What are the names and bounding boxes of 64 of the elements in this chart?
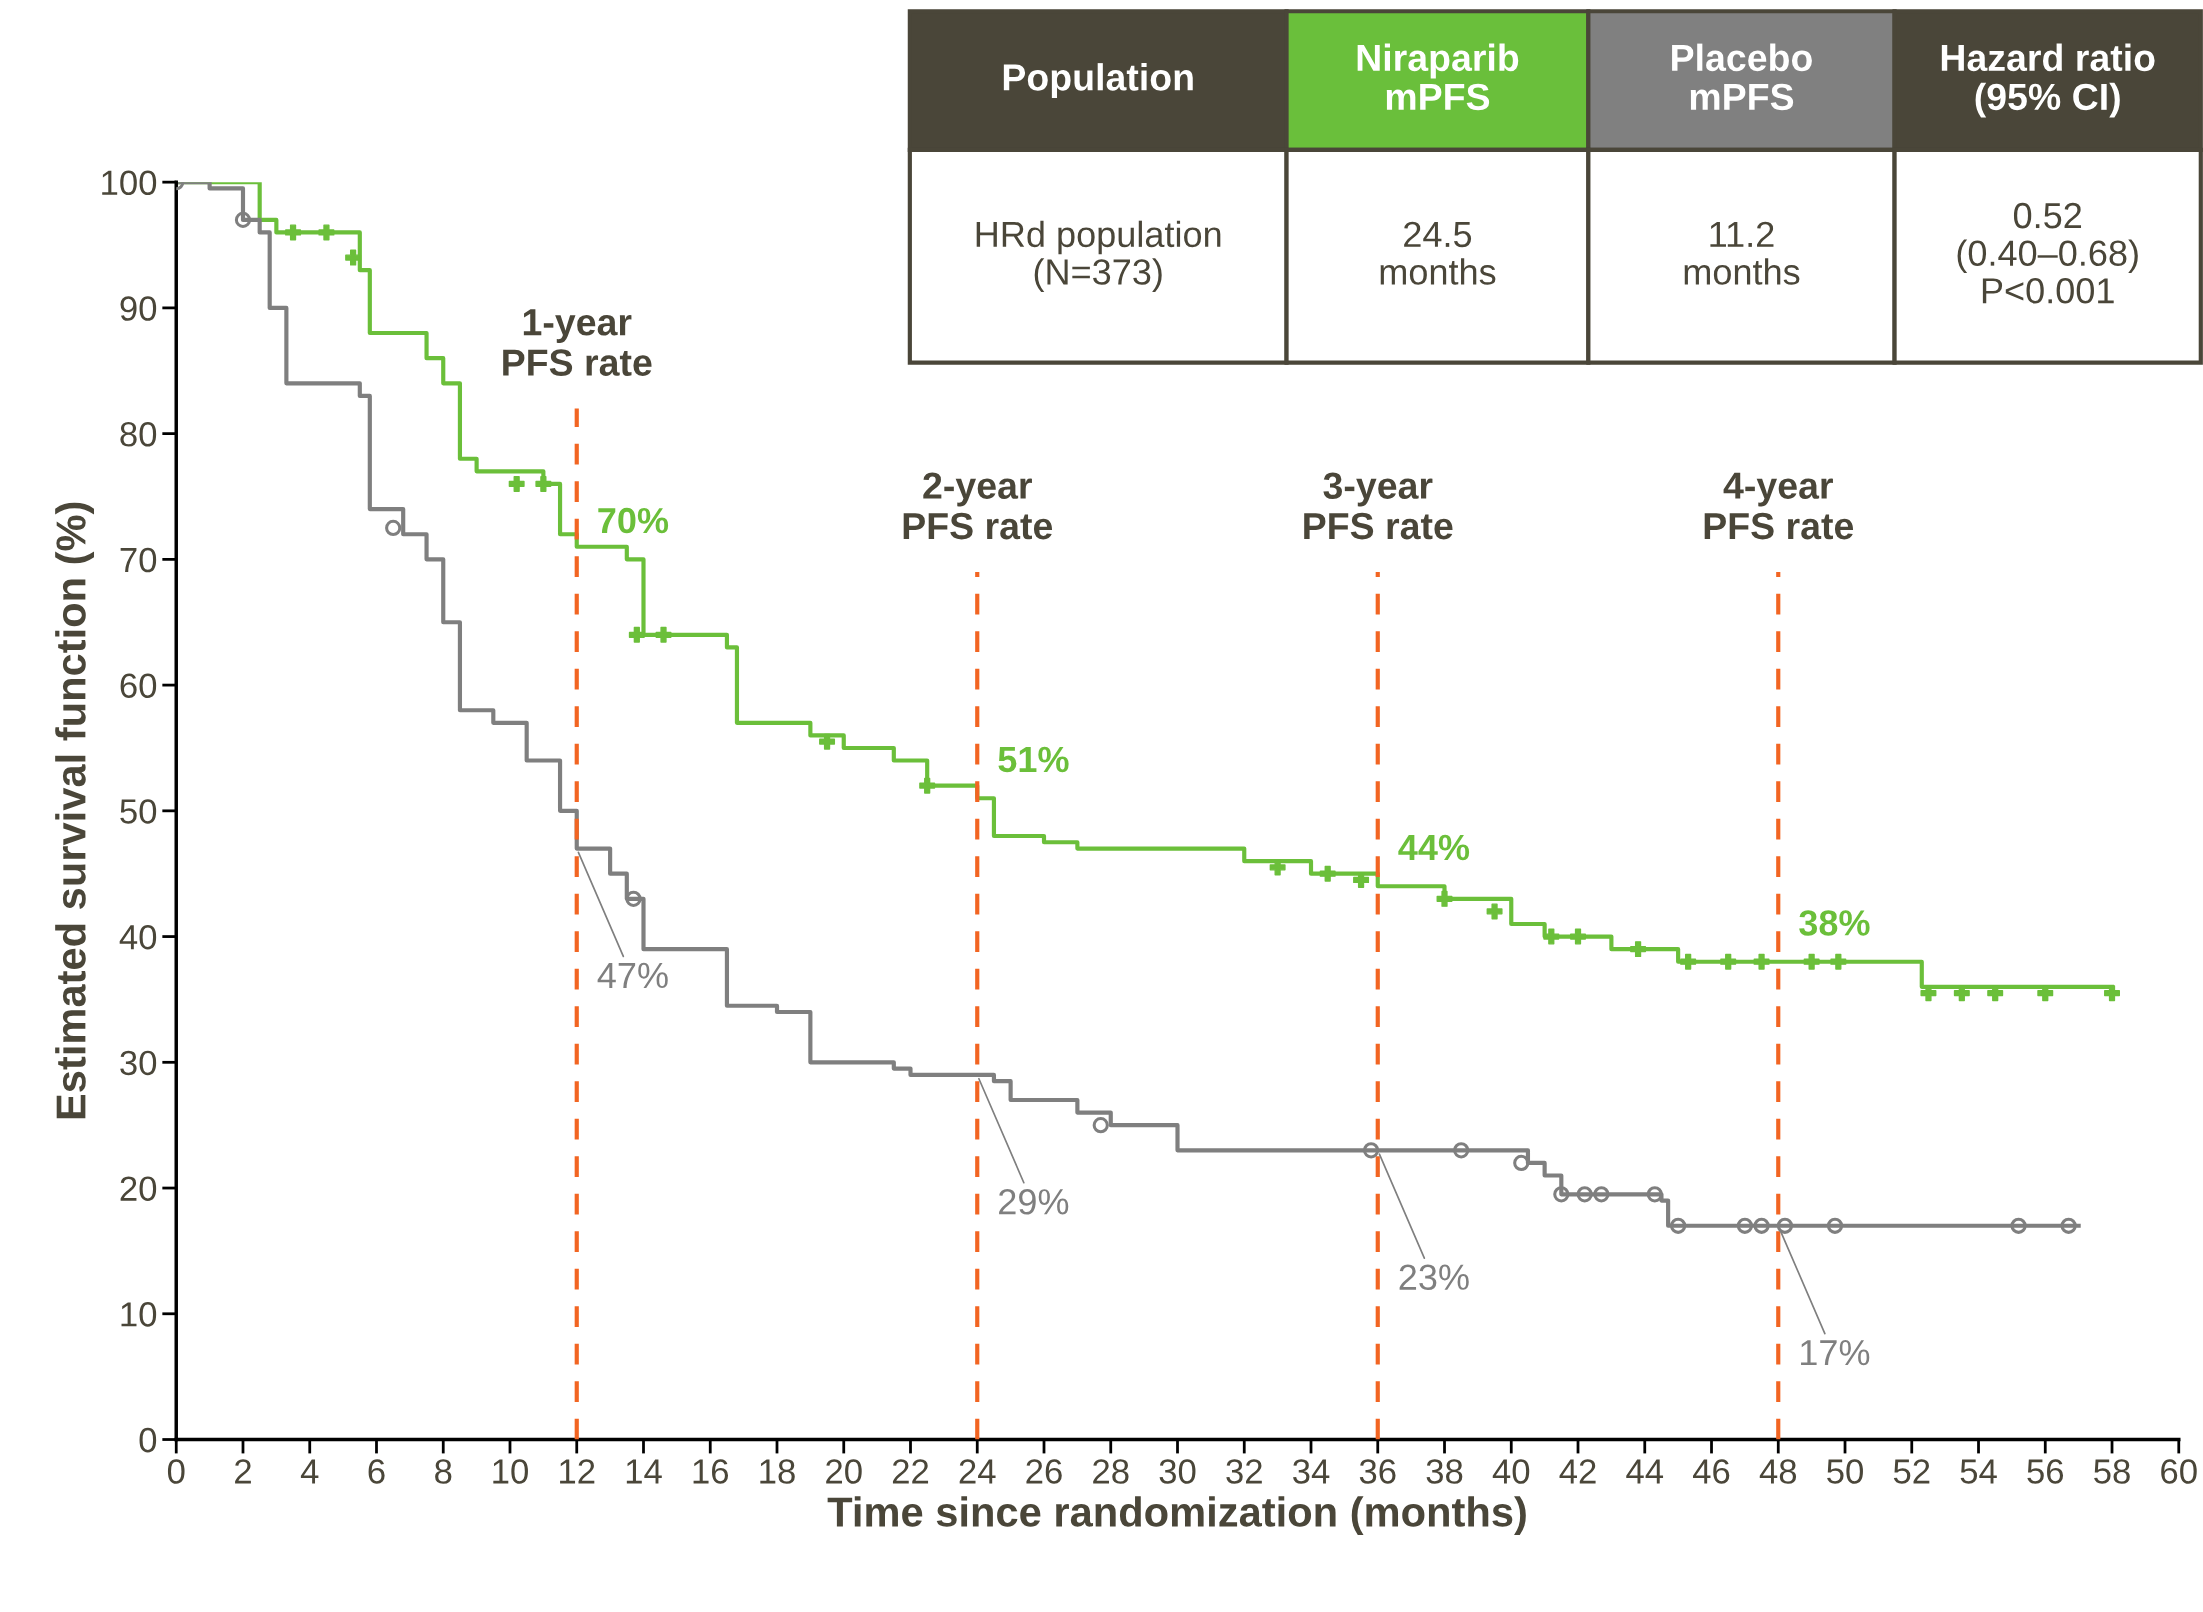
- x-tick-label: 10: [493, 1459, 528, 1484]
- ref-line-label: 1-year PFS rate: [503, 309, 652, 376]
- y-tick-label: 30: [120, 1050, 157, 1076]
- x-tick-label: 52: [1893, 1459, 1930, 1484]
- text: Placebo mPFS: [1672, 43, 1812, 111]
- annotation: 44%: [1398, 834, 1470, 861]
- x-tick-label: 6: [368, 1459, 385, 1484]
- x-tick-label: 54: [1960, 1459, 1997, 1484]
- annotation: 47%: [597, 962, 668, 989]
- text: Population: [1003, 63, 1193, 99]
- x-tick-label: 34: [1293, 1459, 1330, 1484]
- x-tick-label: 40: [1492, 1459, 1530, 1484]
- y-tick-label: 100: [102, 170, 157, 196]
- x-tick-label: 24: [959, 1459, 996, 1484]
- x-axis-title: Time since randomization (months): [827, 1496, 1526, 1536]
- annotation: 70%: [598, 507, 669, 534]
- text: Hazard ratio (95% CI): [1941, 43, 2155, 118]
- x-tick-label: 28: [1093, 1459, 1129, 1484]
- y-tick-label: 70: [120, 547, 157, 573]
- ref-line-label: 2-year PFS rate: [903, 472, 1053, 540]
- x-tick-label: 50: [1827, 1459, 1863, 1484]
- y-tick-label: 50: [120, 799, 157, 824]
- annotation: 29%: [999, 1189, 1069, 1215]
- y-axis-title: Estimated survival function (%): [55, 502, 95, 1119]
- x-tick-label: 46: [1693, 1459, 1730, 1484]
- y-tick-label: 40: [119, 924, 157, 950]
- ref-line-label: 3-year PFS rate: [1304, 472, 1453, 540]
- x-tick-label: 42: [1559, 1459, 1596, 1484]
- x-tick-label: 30: [1159, 1459, 1196, 1484]
- x-tick-label: 4: [300, 1459, 319, 1484]
- x-tick-label: 32: [1226, 1459, 1262, 1484]
- x-tick-label: 22: [892, 1459, 929, 1484]
- x-tick-label: 56: [2027, 1459, 2064, 1484]
- x-tick-label: 26: [1026, 1459, 1062, 1484]
- y-tick-label: 80: [120, 421, 157, 447]
- annotation: 11.2 months: [1684, 221, 1800, 285]
- annotation: HRd population (N=373): [976, 220, 1221, 292]
- annotation: 38%: [1799, 910, 1870, 936]
- x-tick-label: 0: [167, 1459, 185, 1484]
- x-tick-label: 36: [1359, 1459, 1396, 1484]
- x-tick-label: 20: [826, 1459, 862, 1484]
- x-tick-label: 12: [560, 1459, 595, 1484]
- x-tick-label: 2: [235, 1459, 251, 1484]
- x-tick-label: 48: [1759, 1459, 1797, 1484]
- x-tick-label: 38: [1426, 1459, 1463, 1484]
- x-tick-label: 18: [760, 1459, 795, 1484]
- annotation: 24.5 months: [1380, 221, 1496, 285]
- y-tick-label: 10: [121, 1302, 157, 1327]
- annotation: 17%: [1801, 1340, 1870, 1366]
- text: Niraparib mPFS: [1357, 43, 1519, 111]
- x-tick-label: 60: [2161, 1459, 2197, 1484]
- annotation: 51%: [998, 746, 1069, 773]
- x-tick-label: 58: [2094, 1459, 2130, 1484]
- y-tick-label: 60: [120, 673, 157, 699]
- ref-line-label: 4-year PFS rate: [1704, 472, 1854, 540]
- x-tick-label: 16: [693, 1459, 729, 1484]
- x-tick-label: 8: [435, 1459, 452, 1484]
- x-tick-label: 14: [626, 1459, 662, 1484]
- y-tick-label: 0: [139, 1427, 157, 1453]
- y-tick-label: 90: [120, 296, 157, 321]
- x-tick-label: 44: [1626, 1459, 1664, 1484]
- annotation: 23%: [1399, 1264, 1469, 1291]
- annotation: 0.52 (0.40–0.68) P<0.001: [1957, 202, 2138, 304]
- y-tick-label: 20: [120, 1176, 157, 1201]
